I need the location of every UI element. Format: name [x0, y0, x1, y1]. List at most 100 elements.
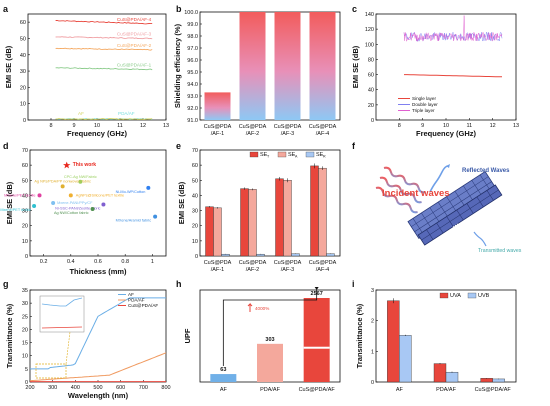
panel-b-ytick-label: 92.0 — [187, 106, 198, 112]
panel-f-schematic: Incident waves Reflected Waves Waves Tra… — [375, 164, 522, 254]
panel-e-legend-label: SE — [260, 152, 268, 158]
panel-e-category-label: CuS@PDA — [204, 260, 232, 266]
panel-b-ytick-label: 95.0 — [187, 70, 198, 76]
panel-e-ytick-label: 40 — [192, 193, 198, 199]
panel-c-series-line — [403, 15, 503, 42]
panel-g-ytick-label: 35 — [22, 288, 28, 294]
panel-g-zoom-box — [35, 363, 67, 379]
panel-d-ytick-label: 70 — [22, 148, 28, 154]
panel-d-ytick-label: 20 — [22, 224, 28, 230]
panel-d-point — [51, 201, 56, 205]
panel-c-ytick-label: 140 — [365, 12, 374, 18]
incident-wave-2 — [379, 176, 422, 204]
panel-i-ytick-label: 0 — [371, 380, 374, 386]
panel-e-legend-swatch — [305, 151, 315, 158]
panel-h-value-label: 63 — [220, 367, 226, 373]
panel-h-y-axis-label: UPF — [183, 328, 192, 343]
panel-i-legend-swatch — [467, 292, 477, 299]
panel-g-ytick-label: 15 — [22, 341, 28, 347]
panel-a-ytick-label: 20 — [20, 85, 26, 91]
panel-d-point — [60, 184, 65, 189]
panel-e-bar — [291, 253, 300, 257]
panel-e-category-label: /AF-1 — [211, 267, 224, 273]
panel-i-bar — [399, 335, 412, 383]
panel-a-ytick-label: 40 — [20, 53, 26, 59]
panel-d-point — [37, 193, 42, 198]
panel-b-ytick-label: 98.0 — [187, 34, 198, 40]
panel-d-star-marker — [63, 161, 71, 169]
panel-a-chart: 0 10 20 30 40 50 60 8 9 10 11 12 13 Frequency (GHz) EM… — [4, 13, 169, 138]
panel-a-ytick-label: 0 — [23, 118, 26, 124]
panel-a-series-label: CuS@PDA/AF-1 — [117, 62, 152, 67]
panel-e-bar — [310, 165, 319, 257]
panel-i-category-label: PDA/AF — [436, 387, 457, 393]
panel-d-point-label: MXene/Aramid fabric — [116, 219, 152, 223]
panel-e-bar — [283, 180, 292, 257]
panel-g-ytick-label: 10 — [22, 354, 28, 360]
panel-h-bar — [303, 298, 330, 382]
panel-g-legend-label: CuS@PDA/AF — [128, 303, 158, 308]
panel-i-bar — [492, 378, 505, 383]
panel-c-xtick-label: 8 — [398, 123, 401, 129]
panel-b-category-label: CuS@PDA — [239, 124, 267, 130]
panel-h-annotation: 4000% — [255, 306, 269, 311]
panel-a-y-axis-label: EMI SE (dB) — [4, 45, 13, 88]
panel-e-ytick-label: 10 — [192, 239, 198, 245]
panel-a-series-label: CuS@PDA/AF-2 — [117, 43, 152, 48]
panel-a-xtick-label: 9 — [72, 123, 75, 129]
panel-a-xtick-label: 10 — [94, 123, 100, 129]
panel-i-ytick-label: 1 — [371, 349, 374, 355]
panel-a-xtick-label: 12 — [140, 123, 146, 129]
panel-c-xtick-label: 10 — [443, 123, 449, 129]
panel-b-category-label: CuS@PDA — [309, 124, 337, 130]
panel-c-ytick-label: 40 — [368, 88, 374, 94]
panel-b-bar — [274, 12, 301, 120]
panel-h-category-label: CuS@PDA/AF — [299, 387, 336, 393]
panel-d-ytick-label: 50 — [22, 178, 28, 184]
panel-b-bar — [309, 12, 336, 120]
panel-h-axis-break — [303, 346, 330, 349]
panel-e-legend-subscript: R — [323, 155, 326, 159]
panel-i-y-axis-label: Transmittance (%) — [355, 303, 364, 368]
panel-h-bracket-arrow — [314, 287, 319, 290]
panel-i-bar — [480, 378, 493, 383]
panel-a-ytick-label: 60 — [20, 20, 26, 26]
panel-g-xtick-label: 700 — [139, 385, 148, 391]
panel-e-y-axis-label: EMI SE (dB) — [177, 181, 186, 224]
panel-label-f: f — [352, 141, 356, 151]
panel-g-xtick-label: 300 — [48, 385, 57, 391]
panel-a-series-line — [55, 47, 153, 51]
panel-c-ytick-label: 80 — [368, 57, 374, 63]
panel-g-legend-label: AF — [128, 292, 134, 297]
panel-b-ytick-label: 99.0 — [187, 22, 198, 28]
panel-d-point — [78, 179, 83, 184]
incident-wave-1 — [383, 166, 426, 194]
panel-g-zoom-connector — [65, 331, 71, 365]
panel-c-xtick-label: 9 — [421, 123, 424, 129]
panel-i-legend-label: UVA — [450, 293, 461, 299]
panel-i-bar — [387, 300, 400, 383]
panel-c-x-axis-label: Frequency (GHz) — [416, 129, 477, 138]
panel-d-point-label: Ag NW/Cotton fabric — [54, 211, 89, 215]
panel-c-xtick-label: 13 — [513, 123, 519, 129]
panel-g-series-line — [30, 297, 166, 370]
incident-waves-label: Incident waves — [382, 188, 450, 199]
panel-h-category-label: PDA/AF — [260, 387, 281, 393]
panel-c-ytick-label: 120 — [365, 27, 374, 33]
panel-e-legend-label: SE — [316, 152, 324, 158]
panel-a-series-line — [55, 118, 153, 120]
panel-g-x-axis-label: Wavelength (nm) — [68, 391, 129, 400]
panel-h-category-label: AF — [220, 387, 228, 393]
panel-e-category-label: /AF-2 — [246, 267, 259, 273]
panel-label-h: h — [176, 279, 182, 289]
panel-label-a: a — [3, 4, 9, 14]
panel-e-legend-swatch — [277, 151, 287, 158]
panel-e-bar — [275, 178, 284, 257]
panel-h-bar — [257, 343, 283, 382]
panel-g-legend-label: PDA/AF — [128, 298, 145, 303]
panel-h-bracket — [222, 290, 318, 367]
panel-d-xtick-label: 1 — [151, 259, 154, 265]
